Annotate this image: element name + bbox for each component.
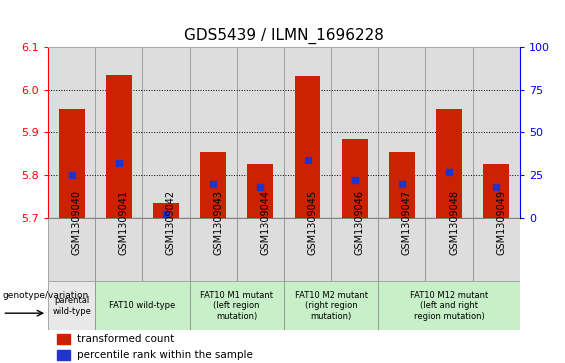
Title: GDS5439 / ILMN_1696228: GDS5439 / ILMN_1696228 — [184, 28, 384, 44]
Text: GSM1309040: GSM1309040 — [72, 190, 81, 256]
Text: GSM1309045: GSM1309045 — [307, 190, 318, 256]
Bar — [284, 47, 331, 218]
Bar — [379, 47, 425, 218]
Text: FAT10 M1 mutant
(left region
mutation): FAT10 M1 mutant (left region mutation) — [200, 291, 273, 321]
Bar — [473, 218, 520, 281]
Bar — [331, 218, 379, 281]
Text: GSM1309043: GSM1309043 — [213, 190, 223, 256]
Bar — [190, 218, 237, 281]
Bar — [48, 218, 95, 281]
Bar — [153, 203, 179, 218]
Bar — [95, 47, 142, 218]
Bar — [142, 218, 190, 281]
Text: GSM1309042: GSM1309042 — [166, 190, 176, 256]
Bar — [59, 109, 85, 218]
Text: genotype/variation: genotype/variation — [2, 290, 89, 299]
Bar — [48, 281, 95, 330]
Text: GSM1309049: GSM1309049 — [496, 190, 506, 256]
Bar — [95, 218, 142, 281]
Bar — [58, 350, 70, 360]
Bar — [483, 164, 509, 218]
Text: parental
wild-type: parental wild-type — [52, 296, 91, 315]
Bar — [200, 152, 226, 218]
Bar — [58, 334, 70, 344]
Bar — [95, 281, 190, 330]
Bar — [436, 109, 462, 218]
Text: GSM1309047: GSM1309047 — [402, 190, 412, 256]
Bar — [425, 47, 473, 218]
Bar — [379, 218, 425, 281]
Bar — [247, 164, 273, 218]
Bar — [190, 281, 284, 330]
Text: transformed count: transformed count — [77, 334, 175, 344]
Text: GSM1309048: GSM1309048 — [449, 190, 459, 256]
Text: GSM1309044: GSM1309044 — [260, 190, 270, 256]
Text: GSM1309046: GSM1309046 — [355, 190, 364, 256]
Bar — [237, 47, 284, 218]
Bar — [284, 281, 379, 330]
Bar — [473, 47, 520, 218]
Text: percentile rank within the sample: percentile rank within the sample — [77, 350, 253, 360]
Bar — [284, 218, 331, 281]
Bar — [106, 75, 132, 218]
Bar — [142, 47, 190, 218]
Bar — [331, 47, 379, 218]
Text: FAT10 wild-type: FAT10 wild-type — [109, 301, 176, 310]
Bar — [425, 218, 473, 281]
Text: FAT10 M2 mutant
(right region
mutation): FAT10 M2 mutant (right region mutation) — [294, 291, 368, 321]
Bar — [379, 281, 520, 330]
Bar — [294, 76, 320, 218]
Bar — [190, 47, 237, 218]
Text: FAT10 M12 mutant
(left and right
region mutation): FAT10 M12 mutant (left and right region … — [410, 291, 488, 321]
Bar — [48, 47, 95, 218]
Bar — [342, 139, 368, 218]
Bar — [389, 152, 415, 218]
Bar — [237, 218, 284, 281]
Text: GSM1309041: GSM1309041 — [119, 190, 129, 256]
